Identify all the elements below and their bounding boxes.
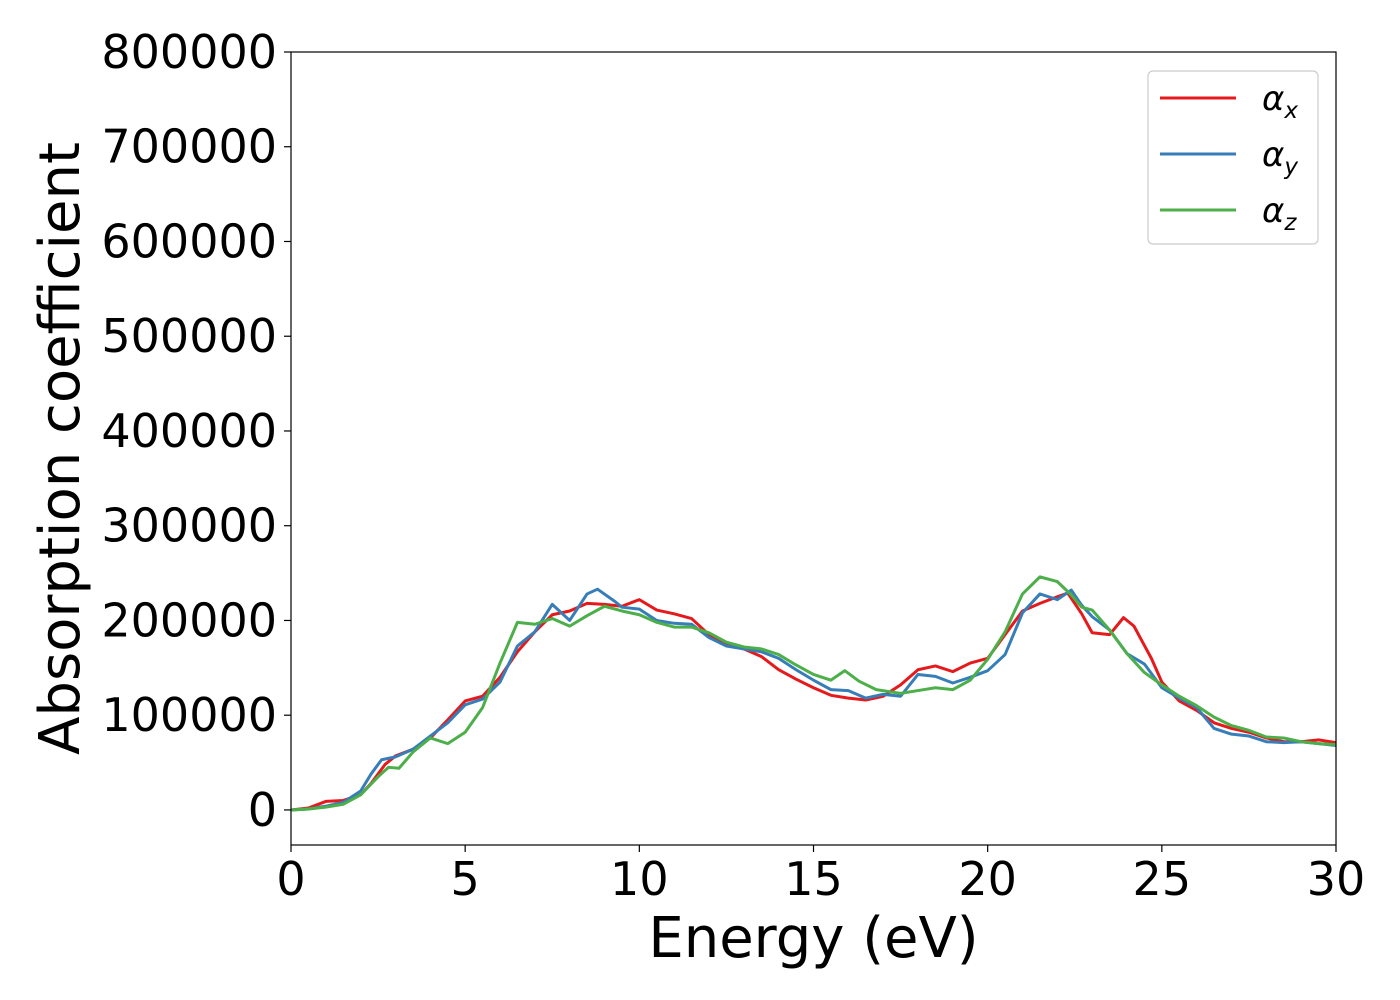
legend-symbol: α	[1262, 135, 1284, 175]
legend-subscript: x	[1283, 98, 1298, 124]
y-tick-label: 400000	[101, 404, 277, 458]
y-tick-label: 600000	[101, 214, 277, 268]
series-line-alpha-y	[291, 587, 1336, 812]
x-tick-label: 5	[451, 852, 480, 906]
y-axis-title: Absorption coefficient	[28, 142, 93, 755]
legend-symbol: α	[1262, 191, 1284, 231]
x-tick-label: 0	[276, 852, 305, 906]
x-tick-label: 20	[958, 852, 1017, 906]
y-tick-label: 800000	[101, 25, 277, 79]
x-axis-ticks: 0 5 10 15 20 25 30	[276, 845, 1365, 906]
legend-subscript: y	[1283, 154, 1298, 180]
legend-box	[1147, 70, 1319, 245]
legend-symbol: α	[1262, 79, 1284, 119]
y-tick-label: 300000	[101, 499, 277, 553]
y-tick-label: 0	[248, 783, 277, 837]
series-line-alpha-x	[291, 591, 1336, 812]
series-lines	[291, 575, 1336, 812]
legend-label-alpha-z: αz	[1262, 191, 1297, 236]
y-tick-label: 200000	[101, 593, 277, 647]
legend-label-alpha-x: αx	[1262, 79, 1298, 124]
legend-subscript: z	[1283, 210, 1297, 236]
series-line-alpha-z	[291, 575, 1336, 812]
x-axis-title: Energy (eV)	[648, 906, 978, 971]
x-tick-label: 10	[610, 852, 669, 906]
y-tick-label: 100000	[101, 688, 277, 742]
x-tick-label: 25	[1133, 852, 1192, 906]
x-tick-label: 30	[1307, 852, 1366, 906]
y-axis-ticks: 0 100000 200000 300000 400000 500000 600000 700…	[101, 25, 291, 837]
y-tick-label: 500000	[101, 309, 277, 363]
legend-label-alpha-y: αy	[1262, 135, 1298, 180]
x-tick-label: 15	[784, 852, 843, 906]
y-tick-label: 700000	[101, 120, 277, 174]
